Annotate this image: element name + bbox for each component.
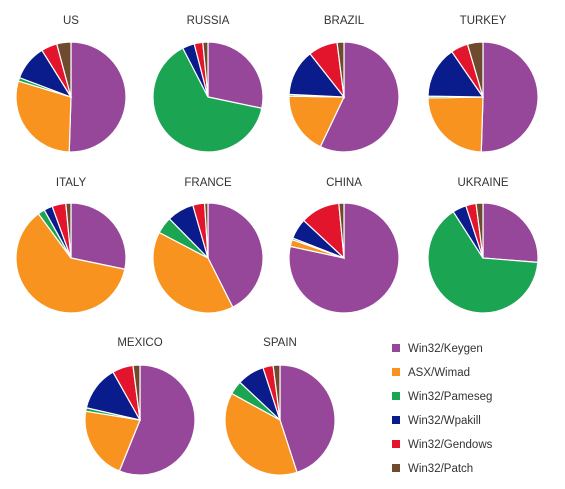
slice-italy-win32-keygen [70, 202, 127, 270]
legend: Win32/Keygen ASX/Wimad Win32/Pameseg Win32/… [392, 343, 493, 475]
slice-us-asx-wimad [15, 80, 72, 153]
pie-russia: RUSSIA [152, 15, 264, 153]
slice-china-win32-patch [338, 202, 345, 259]
slice-turkey-win32-wpakill [427, 50, 485, 98]
legend-label-win32-wpakill: Win32/Wpakill [408, 415, 481, 427]
pie-brazil: BRAZIL [288, 15, 400, 153]
pie-china: CHINA [288, 177, 400, 314]
pie-title-italy: ITALY [56, 177, 87, 189]
slice-mexico-win32-patch [132, 364, 141, 421]
slice-us-win32-keygen [68, 41, 127, 153]
slice-spain-win32-keygen [279, 364, 336, 474]
pie-turkey: TURKEY [427, 15, 539, 153]
slice-italy-win32-patch [65, 202, 72, 259]
slice-ukraine-win32-pameseg [427, 210, 539, 314]
legend-item-asx-wimad: ASX/Wimad [392, 367, 470, 379]
legend-swatch-asx-wimad [392, 368, 400, 376]
slice-france-win32-patch [203, 202, 209, 259]
pie-title-ukraine: UKRAINE [457, 177, 508, 189]
legend-label-win32-pameseg: Win32/Pameseg [408, 391, 492, 403]
legend-label-asx-wimad: ASX/Wimad [408, 367, 470, 379]
pie-ukraine: UKRAINE [427, 177, 539, 314]
legend-item-win32-pameseg: Win32/Pameseg [392, 391, 492, 403]
slice-brazil-win32-patch [336, 41, 345, 98]
slice-france-win32-keygen [207, 202, 264, 308]
legend-swatch-win32-pameseg [392, 392, 400, 400]
slice-mexico-asx-wimad [84, 410, 141, 472]
pie-france: FRANCE [152, 177, 264, 314]
legend-swatch-win32-wpakill [392, 416, 400, 424]
slice-turkey-win32-patch [466, 41, 484, 98]
legend-label-win32-keygen: Win32/Keygen [408, 343, 483, 355]
slice-turkey-asx-wimad [427, 96, 484, 153]
legend-swatch-win32-gendows [392, 440, 400, 448]
legend-item-win32-gendows: Win32/Gendows [392, 439, 493, 451]
pie-mexico: MEXICO [84, 337, 196, 476]
pie-title-us: US [63, 15, 79, 27]
legend-label-win32-gendows: Win32/Gendows [408, 439, 493, 451]
slice-brazil-win32-keygen [319, 41, 400, 153]
legend-swatch-win32-keygen [392, 344, 400, 352]
slice-brazil-asx-wimad [288, 95, 345, 148]
slice-france-asx-wimad [152, 231, 234, 314]
slice-china-win32-keygen [288, 202, 400, 314]
pie-title-spain: SPAIN [263, 337, 297, 349]
slice-spain-asx-wimad [224, 392, 298, 476]
legend-item-win32-keygen: Win32/Keygen [392, 343, 483, 355]
slice-russia-win32-keygen [207, 41, 264, 109]
pie-us: US [15, 15, 127, 153]
slice-russia-win32-pameseg [152, 47, 263, 153]
pie-title-mexico: MEXICO [117, 337, 162, 349]
pie-title-france: FRANCE [184, 177, 232, 189]
slice-russia-win32-patch [202, 41, 209, 98]
slice-ukraine-win32-patch [475, 202, 484, 259]
slice-mexico-win32-keygen [118, 364, 196, 476]
legend-item-win32-patch: Win32/Patch [392, 463, 473, 475]
slice-turkey-win32-keygen [480, 41, 539, 153]
pie-title-china: CHINA [326, 177, 362, 189]
slice-ukraine-win32-keygen [482, 202, 539, 264]
pie-title-brazil: BRAZIL [324, 15, 365, 27]
slice-us-win32-patch [56, 41, 72, 98]
slice-italy-asx-wimad [15, 212, 126, 314]
legend-label-win32-patch: Win32/Patch [408, 463, 473, 475]
pie-title-russia: RUSSIA [187, 15, 230, 27]
pie-spain: SPAIN [224, 337, 336, 476]
legend-item-win32-wpakill: Win32/Wpakill [392, 415, 481, 427]
pie-italy: ITALY [15, 177, 127, 314]
slice-spain-win32-patch [272, 364, 281, 421]
legend-swatch-win32-patch [392, 464, 400, 472]
pie-title-turkey: TURKEY [460, 15, 507, 27]
